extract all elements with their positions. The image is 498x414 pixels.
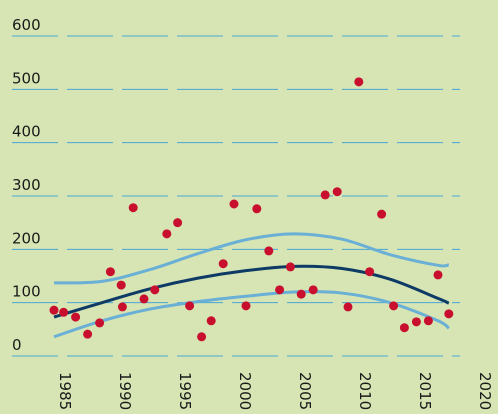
data-point	[377, 209, 387, 219]
data-point	[343, 302, 353, 312]
data-point	[433, 270, 443, 280]
x-tick-label: 1985	[56, 372, 74, 410]
data-point	[252, 204, 262, 214]
data-point	[423, 316, 433, 326]
data-point	[71, 312, 81, 322]
data-point	[197, 332, 207, 342]
data-point	[139, 294, 149, 304]
data-point	[128, 203, 138, 213]
data-point	[116, 280, 126, 290]
data-point	[275, 285, 285, 295]
x-tick-label: 2000	[236, 372, 254, 410]
data-point	[117, 302, 127, 312]
y-tick-label: 600	[12, 16, 41, 34]
data-point	[389, 301, 399, 311]
data-point	[264, 246, 274, 256]
y-tick-label: 300	[12, 176, 41, 194]
data-point	[296, 289, 306, 299]
y-tick-label: 200	[12, 229, 41, 247]
y-tick-label: 0	[12, 336, 22, 354]
data-point	[150, 285, 160, 295]
data-point	[185, 301, 195, 311]
x-tick-label: 2020	[476, 372, 494, 410]
data-point	[59, 307, 69, 317]
data-point	[320, 190, 330, 200]
data-point	[83, 329, 93, 339]
data-point	[399, 323, 409, 333]
data-point	[444, 309, 454, 319]
data-point	[241, 301, 251, 311]
data-point	[332, 187, 342, 197]
x-tick-label: 2010	[356, 372, 374, 410]
x-tick-label: 1995	[176, 372, 194, 410]
trend-line	[53, 264, 450, 319]
trend-line	[53, 232, 450, 285]
data-point	[308, 285, 318, 295]
data-point	[105, 267, 115, 277]
data-point	[49, 305, 59, 315]
x-tick-label: 2015	[416, 372, 434, 410]
data-point	[95, 318, 105, 328]
y-tick-label: 500	[12, 69, 41, 87]
data-point	[365, 267, 375, 277]
data-point	[173, 218, 183, 228]
y-tick-label: 100	[12, 283, 41, 301]
x-tick-label: 1990	[116, 372, 134, 410]
data-point	[285, 262, 295, 272]
y-tick-label: 400	[12, 123, 41, 141]
data-point	[354, 77, 364, 87]
trend-line	[53, 290, 450, 339]
data-point	[162, 229, 172, 239]
x-tick-label: 2005	[296, 372, 314, 410]
data-point	[218, 259, 228, 269]
data-point	[411, 317, 421, 327]
data-point	[229, 199, 239, 209]
data-point	[206, 316, 216, 326]
